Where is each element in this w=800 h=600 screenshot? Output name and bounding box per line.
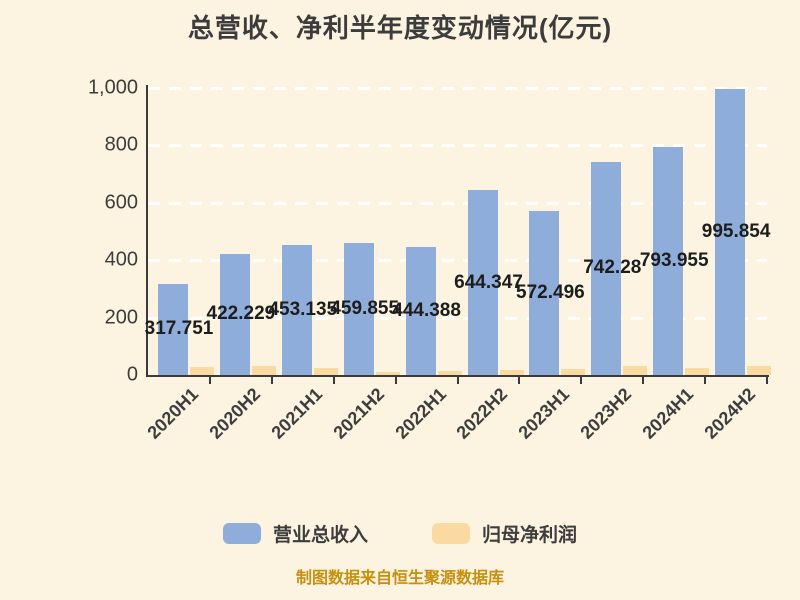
bar-profit-2021H2	[375, 372, 400, 375]
bar-profit-2022H1	[437, 371, 462, 375]
value-label-revenue-2023H2: 742.28	[583, 257, 642, 279]
legend-label-profit: 归母净利润	[482, 525, 578, 546]
legend-swatch-revenue-icon	[222, 523, 261, 544]
y-axis-line	[146, 85, 148, 377]
bar-revenue-2023H2	[591, 161, 622, 375]
x-axis-label-2022H2: 2022H2	[452, 384, 512, 443]
gridline-600	[148, 201, 767, 205]
bar-profit-2023H2	[623, 366, 648, 375]
bar-revenue-2022H2	[467, 190, 498, 375]
bar-revenue-2024H2	[715, 89, 746, 375]
legend: 营业总收入 归母净利润	[0, 520, 800, 547]
bar-revenue-2022H1	[405, 247, 436, 375]
x-tick-mark	[580, 377, 583, 384]
data-source-note: 制图数据来自恒生聚源数据库	[295, 570, 504, 587]
value-label-revenue-2020H2: 422.229	[206, 303, 276, 325]
bar-revenue-2021H1	[281, 244, 312, 375]
bar-profit-2023H1	[561, 368, 586, 375]
value-label-revenue-2024H1: 793.955	[639, 250, 709, 272]
bar-profit-2024H2	[747, 366, 772, 375]
x-axis-label-2024H2: 2024H2	[700, 384, 760, 443]
x-axis-label-2020H2: 2020H2	[205, 384, 265, 443]
chart-title: 总营收、净利半年度变动情况(亿元)	[187, 13, 613, 43]
x-tick-mark	[208, 377, 211, 384]
value-label-revenue-2020H1: 317.751	[144, 318, 214, 340]
y-tick-label-600: 600	[104, 191, 138, 214]
y-tick-label-1000: 1,000	[87, 76, 138, 99]
x-axis-label-2021H1: 2021H1	[267, 384, 326, 443]
legend-swatch-profit-icon	[432, 523, 470, 544]
y-tick-label-0: 0	[126, 363, 138, 386]
x-axis-label-2020H1: 2020H1	[143, 384, 203, 443]
x-axis-label-2022H1: 2022H1	[391, 384, 450, 443]
bar-revenue-2024H1	[653, 147, 684, 375]
x-tick-mark	[332, 377, 335, 384]
value-label-revenue-2022H1: 444.388	[392, 300, 461, 322]
gridline-200	[148, 316, 767, 320]
value-label-revenue-2021H1: 453.135	[268, 298, 338, 320]
bar-revenue-2023H1	[529, 210, 560, 375]
x-axis-label-2024H1: 2024H1	[638, 384, 698, 443]
x-tick-mark	[518, 377, 521, 384]
value-label-revenue-2023H1: 572.496	[516, 281, 585, 303]
bar-revenue-2020H1	[158, 283, 188, 375]
value-label-revenue-2022H2: 644.347	[454, 271, 523, 293]
bar-revenue-2021H2	[343, 243, 374, 375]
value-label-revenue-2021H2: 459.855	[330, 298, 400, 319]
legend-item-profit: 归母净利润	[432, 520, 577, 547]
x-tick-mark	[642, 377, 645, 384]
y-tick-label-400: 400	[104, 248, 138, 271]
x-tick-mark	[270, 377, 273, 384]
x-axis-label-2023H2: 2023H2	[576, 384, 636, 443]
legend-label-revenue: 营业总收入	[272, 525, 368, 546]
value-label-revenue-2024H2: 995.854	[701, 221, 771, 243]
bar-profit-2024H1	[685, 368, 710, 375]
bar-revenue-2020H2	[219, 253, 250, 375]
bar-profit-2021H1	[313, 368, 338, 375]
gridline-400	[148, 259, 767, 263]
bar-profit-2022H2	[499, 369, 524, 375]
gridline-1000	[148, 87, 767, 90]
x-tick-mark	[766, 377, 768, 384]
bar-profit-2020H1	[190, 366, 214, 375]
x-tick-mark	[394, 377, 397, 384]
bar-profit-2020H2	[251, 366, 276, 375]
legend-item-revenue: 营业总收入	[222, 520, 368, 547]
y-tick-label-800: 800	[104, 133, 138, 156]
x-tick-mark	[456, 377, 459, 384]
x-axis-line	[146, 375, 769, 377]
gridline-800	[148, 144, 767, 148]
x-axis-label-2021H2: 2021H2	[329, 384, 388, 443]
y-tick-label-200: 200	[104, 306, 138, 329]
x-tick-mark	[704, 377, 707, 384]
x-axis-label-2023H1: 2023H1	[514, 384, 574, 443]
